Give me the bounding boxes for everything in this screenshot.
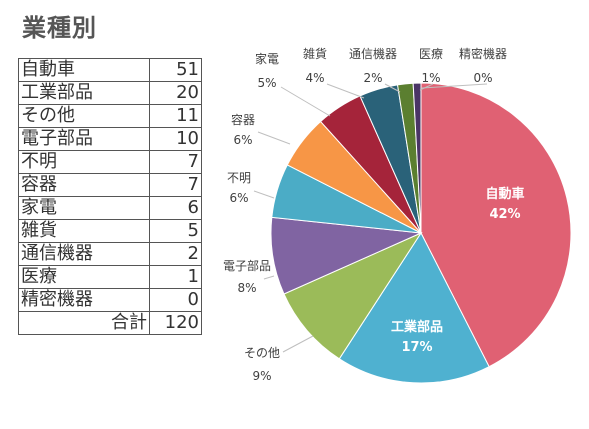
leader-line — [253, 190, 275, 199]
table-row: 不明 7 — [18, 150, 202, 174]
slice-percent-label: 42% — [489, 207, 520, 222]
total-value: 120 — [149, 311, 202, 335]
slice-label: 雑貨 — [303, 46, 327, 61]
industry-table: 自動車 51 工業部品 20 その他 11 電子部品 10 不明 7 容器 7 家電 6 雑貨 5 通信機器 2 医… — [18, 58, 202, 335]
count-cell: 51 — [149, 58, 202, 82]
leader-line — [282, 335, 314, 353]
slice-percent-label: 1% — [421, 71, 440, 85]
count-cell: 7 — [149, 173, 202, 197]
category-cell: 工業部品 — [18, 81, 150, 105]
category-cell: 不明 — [18, 150, 150, 174]
total-label: 合計 — [18, 311, 150, 335]
slice-percent-label: 8% — [237, 281, 256, 295]
slice-label: 容器 — [231, 112, 255, 127]
slice-percent-label: 6% — [233, 133, 252, 147]
category-cell: その他 — [18, 104, 150, 128]
slice-label: 不明 — [227, 171, 251, 185]
leader-line — [257, 131, 291, 145]
table-row: 電子部品 10 — [18, 127, 202, 151]
table-row: その他 11 — [18, 104, 202, 128]
slice-label: 自動車 — [485, 186, 524, 202]
pie-slice — [420, 82, 572, 368]
slice-percent-label: 5% — [257, 76, 276, 90]
slice-label: その他 — [244, 346, 280, 360]
leader-line — [263, 275, 275, 280]
count-cell: 0 — [149, 288, 202, 312]
slice-label: 医療 — [419, 47, 443, 61]
category-cell: 家電 — [18, 196, 150, 220]
table-row: 自動車 51 — [18, 58, 202, 82]
leader-line — [384, 83, 401, 93]
pie-slice — [283, 231, 423, 360]
table-row: 医療 1 — [18, 265, 202, 289]
leader-line — [419, 83, 434, 91]
slice-label: 工業部品 — [391, 319, 443, 335]
category-cell: 自動車 — [18, 58, 150, 82]
slice-label: 通信機器 — [349, 46, 397, 61]
pie-slice — [338, 232, 490, 384]
count-cell: 1 — [149, 265, 202, 289]
slice-label: 精密機器 — [459, 46, 507, 61]
category-cell: 容器 — [18, 173, 150, 197]
category-cell: 電子部品 — [18, 127, 150, 151]
slice-percent-label: 17% — [401, 340, 432, 355]
leader-line — [280, 86, 331, 117]
count-cell: 11 — [149, 104, 202, 128]
table-row: 通信機器 2 — [18, 242, 202, 266]
table-row: 容器 7 — [18, 173, 202, 197]
slice-percent-label: 4% — [305, 71, 324, 85]
slice-label: 家電 — [255, 51, 279, 66]
count-cell: 7 — [149, 150, 202, 174]
slice-percent-label: 6% — [229, 191, 248, 205]
slice-percent-label: 0% — [473, 71, 492, 85]
total-row: 合計 120 — [18, 311, 202, 335]
slice-percent-label: 2% — [363, 71, 382, 85]
leader-line — [421, 83, 488, 89]
category-cell: 医療 — [18, 265, 150, 289]
category-cell: 通信機器 — [18, 242, 150, 266]
table-row: 家電 6 — [18, 196, 202, 220]
slice-label: 電子部品 — [223, 258, 271, 273]
slice-percent-label: 9% — [252, 369, 271, 383]
page-title: 業種別 — [22, 14, 97, 42]
pie-slice — [412, 82, 422, 234]
leader-line — [326, 83, 365, 99]
